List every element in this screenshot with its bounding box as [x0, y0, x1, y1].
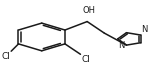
Text: N: N [141, 25, 148, 34]
Text: N: N [118, 41, 124, 50]
Text: Cl: Cl [2, 52, 10, 61]
Text: OH: OH [82, 6, 95, 15]
Text: Cl: Cl [81, 55, 90, 64]
